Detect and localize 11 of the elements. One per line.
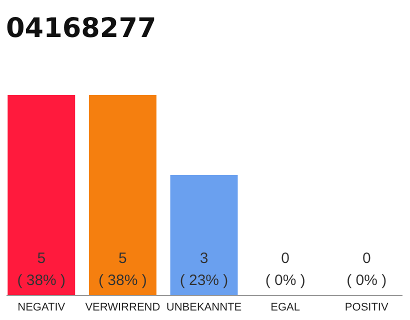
chart-title: 04168277 bbox=[6, 13, 156, 44]
data-label: 5 ( 38% ) bbox=[98, 250, 147, 289]
x-tick-label: NEGATIV bbox=[18, 302, 66, 314]
data-label: 5 ( 38% ) bbox=[17, 250, 66, 289]
data-label: 3 ( 23% ) bbox=[180, 250, 228, 289]
data-label: 0 ( 0% ) bbox=[346, 250, 387, 289]
x-tick-label: POSITIV bbox=[344, 302, 389, 314]
data-label: 0 ( 0% ) bbox=[265, 250, 306, 289]
x-tick-label: EGAL bbox=[270, 302, 300, 314]
x-tick-label: UNBEKANNTE bbox=[166, 302, 242, 314]
x-tick-label: VERWIRREND bbox=[85, 302, 160, 314]
